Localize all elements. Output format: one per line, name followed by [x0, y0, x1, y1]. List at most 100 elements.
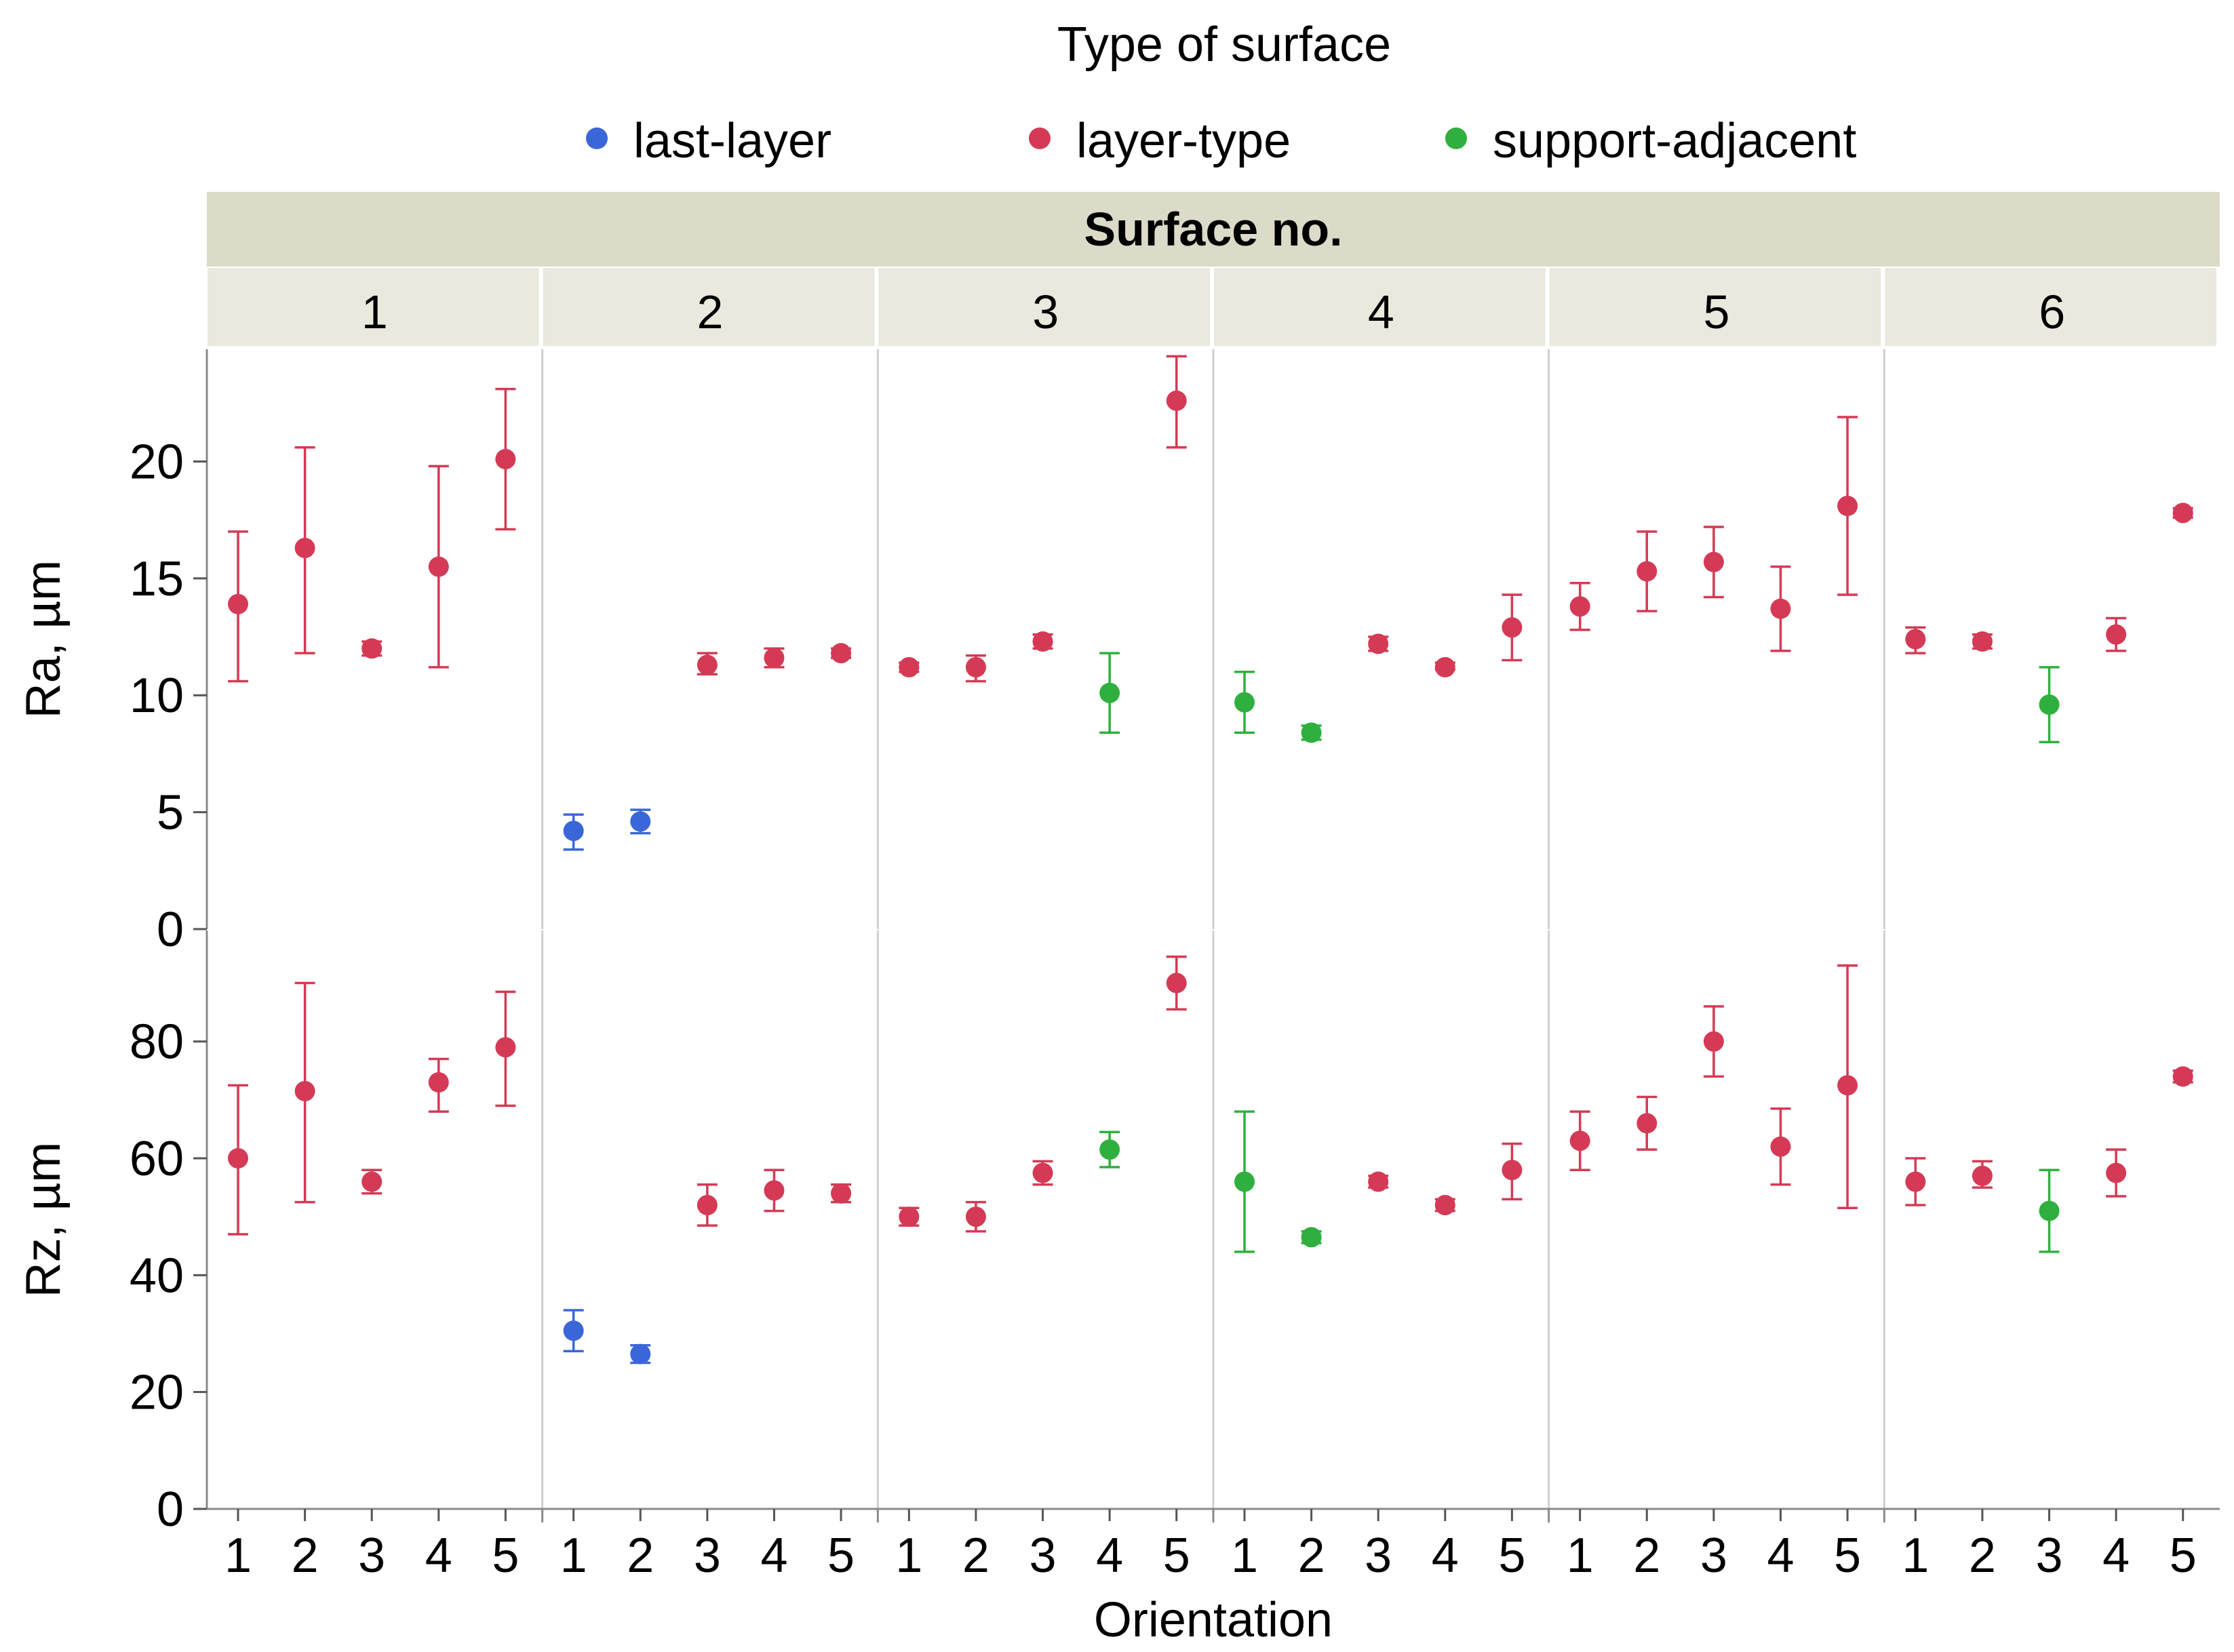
- data-point: [965, 656, 986, 677]
- y-tick-label-rz: 40: [130, 1248, 184, 1303]
- data-point: [1368, 1171, 1389, 1192]
- legend-label-layer-type: layer-type: [1076, 114, 1291, 168]
- y-tick-label-ra: 20: [130, 435, 184, 489]
- legend: Type of surface last-layer layer-type supp…: [586, 18, 1856, 168]
- facet-title: Surface no.: [1084, 203, 1342, 256]
- x-tick-label: 3: [2036, 1529, 2063, 1583]
- x-tick-label: 1: [224, 1529, 252, 1583]
- y-tick-label-ra: 5: [157, 786, 184, 840]
- data-point: [1972, 631, 1993, 652]
- facet-label-3: 3: [1032, 286, 1059, 338]
- facet-strip-3: [878, 268, 1210, 346]
- facet-strip-4: [1214, 268, 1546, 346]
- data-point: [1569, 596, 1590, 617]
- x-tick-label: 5: [827, 1529, 855, 1583]
- data-point: [1837, 1075, 1858, 1096]
- data-point: [1368, 633, 1389, 654]
- data-point: [1770, 598, 1791, 619]
- data-point: [1099, 1139, 1120, 1160]
- data-point: [2039, 1200, 2060, 1221]
- data-point: [1301, 722, 1322, 743]
- data-point: [899, 1206, 920, 1227]
- x-tick-label: 1: [560, 1529, 587, 1583]
- data-point: [428, 1072, 449, 1093]
- y-tick-label-ra: 10: [130, 669, 184, 723]
- data-point: [1301, 1227, 1322, 1248]
- x-tick-label: 4: [1767, 1529, 1794, 1583]
- data-point: [2172, 503, 2193, 524]
- x-tick-label: 2: [627, 1529, 654, 1583]
- facet-strip-1: [208, 268, 539, 346]
- legend-label-last-layer: last-layer: [633, 114, 831, 168]
- y-tick-label-rz: 80: [130, 1015, 184, 1069]
- data-point: [831, 643, 852, 664]
- x-tick-label: 5: [492, 1529, 519, 1583]
- data-point: [1099, 682, 1120, 703]
- x-tick-label: 4: [2102, 1529, 2130, 1583]
- data-point: [965, 1206, 986, 1227]
- data-point: [361, 638, 383, 659]
- data-point: [1434, 1194, 1455, 1215]
- x-tick-label: 5: [1834, 1529, 1861, 1583]
- x-tick-label: 4: [425, 1529, 452, 1583]
- y-axis-title-rz: Rz, µm: [16, 1142, 71, 1297]
- data-point: [1434, 656, 1455, 677]
- data-point: [2039, 694, 2060, 715]
- data-point: [1972, 1165, 1993, 1186]
- x-tick-label: 4: [1432, 1529, 1459, 1583]
- data-point: [428, 556, 449, 577]
- facet-label-4: 4: [1368, 286, 1394, 338]
- data-point: [563, 1320, 584, 1341]
- facet-label-6: 6: [2039, 286, 2065, 338]
- data-point: [228, 593, 248, 614]
- data-point: [1234, 1171, 1255, 1192]
- data-point: [563, 821, 584, 842]
- data-point: [1502, 1160, 1523, 1181]
- data-point: [228, 1148, 248, 1169]
- data-point: [2106, 1162, 2127, 1183]
- facet-title-band: [207, 192, 2220, 267]
- legend-marker-support-adjacent: [1445, 127, 1467, 149]
- data-point: [1166, 972, 1187, 994]
- facet-label-1: 1: [361, 286, 388, 338]
- data-point: [1703, 1031, 1724, 1052]
- x-tick-label: 2: [1969, 1529, 1996, 1583]
- data-point: [630, 1343, 651, 1364]
- data-point: [1234, 692, 1255, 713]
- data-point: [2172, 1066, 2193, 1087]
- facet-label-2: 2: [697, 286, 724, 338]
- data-point: [831, 1183, 852, 1204]
- x-tick-label: 3: [358, 1529, 385, 1583]
- x-tick-label: 3: [694, 1529, 721, 1583]
- x-tick-label: 2: [962, 1529, 989, 1583]
- y-tick-label-rz: 60: [130, 1132, 184, 1186]
- plot-panels: [541, 349, 1885, 1509]
- facet-strip-2: [543, 268, 875, 346]
- facet-label-5: 5: [1704, 286, 1730, 338]
- data-point: [630, 811, 651, 832]
- x-tick-label: 3: [1365, 1529, 1392, 1583]
- x-axis-title: Orientation: [1094, 1593, 1333, 1647]
- data-point: [495, 449, 516, 470]
- x-tick-label: 2: [1633, 1529, 1660, 1583]
- y-tick-label-rz: 0: [157, 1482, 184, 1537]
- data-point: [764, 1180, 785, 1201]
- x-tick-label: 2: [292, 1529, 319, 1583]
- data-point: [1032, 1162, 1053, 1183]
- x-tick-label: 4: [1096, 1529, 1123, 1583]
- x-tick-label: 5: [1498, 1529, 1525, 1583]
- data-point: [294, 1080, 315, 1101]
- y-tick-label-ra: 15: [130, 552, 184, 606]
- x-tick-label: 1: [1902, 1529, 1929, 1583]
- facet-header: Surface no. 1 2 3 4 5 6: [207, 192, 2220, 346]
- y-tick-label-rz: 20: [130, 1366, 184, 1420]
- data-point: [1905, 1171, 1926, 1192]
- y-axis-title-ra: Ra, µm: [16, 560, 71, 719]
- data-point: [294, 538, 315, 559]
- data-point: [1703, 551, 1724, 572]
- legend-marker-last-layer: [586, 127, 608, 149]
- data-point: [899, 656, 920, 677]
- data-point: [764, 648, 785, 669]
- x-tick-label: 3: [1030, 1529, 1057, 1583]
